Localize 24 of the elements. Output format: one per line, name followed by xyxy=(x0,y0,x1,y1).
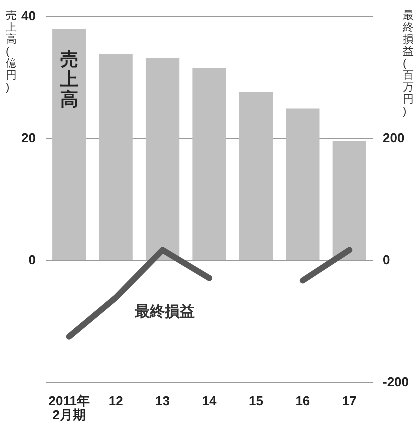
bar xyxy=(192,68,226,260)
y2-tick-label: 0 xyxy=(383,252,390,268)
series-label: 売上高 xyxy=(59,49,78,110)
x-tick-label: 14 xyxy=(202,394,218,408)
x-tick-label: 13 xyxy=(156,394,170,408)
bar xyxy=(52,29,86,260)
y2-tick-label: -200 xyxy=(383,374,410,390)
x-tick-label: 15 xyxy=(248,394,264,408)
text: 最終損益(百万円) xyxy=(403,10,414,118)
x-tick-label: 16 xyxy=(296,394,310,408)
bar xyxy=(286,108,320,260)
y-axis-title: 売上高(億円) xyxy=(6,9,17,94)
x-tick-label: 12 xyxy=(108,394,124,408)
bar xyxy=(146,58,180,260)
y2-tick-label: 200 xyxy=(383,130,405,146)
bar xyxy=(239,92,274,260)
y-tick-label: 40 xyxy=(22,8,36,24)
bar xyxy=(99,54,133,260)
x-tick-label: 17 xyxy=(342,394,357,408)
series-label: 最終損益 xyxy=(134,303,196,320)
bar xyxy=(332,141,366,260)
y-tick-label: 0 xyxy=(28,252,36,268)
x-tick-label: 2011年 2月期 xyxy=(48,394,90,422)
y-tick-label: 20 xyxy=(22,130,36,146)
